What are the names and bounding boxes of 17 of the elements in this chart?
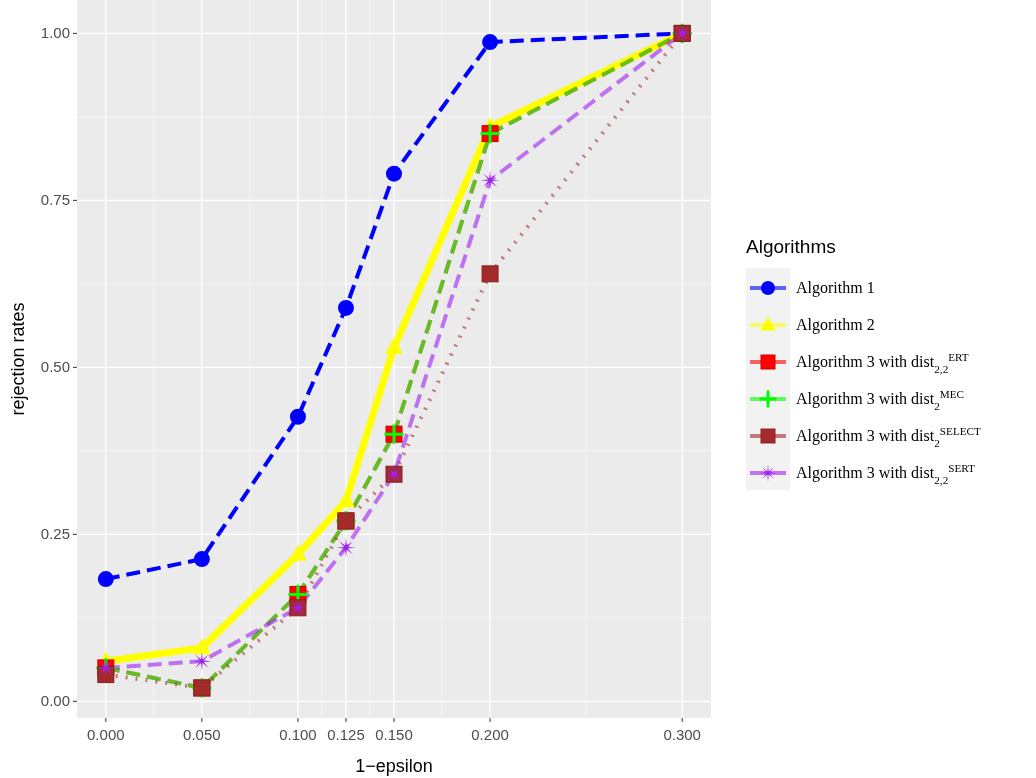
y-tick-label: 1.00 bbox=[40, 24, 70, 42]
x-tick-label: 0.050 bbox=[183, 726, 221, 743]
legend-label: Algorithm 1 bbox=[796, 279, 875, 297]
y-tick-label: 0.75 bbox=[40, 191, 70, 209]
x-tick-label: 0.300 bbox=[663, 726, 701, 743]
x-axis-title: 1−epsilon bbox=[355, 756, 433, 776]
x-tick-label: 0.000 bbox=[87, 726, 125, 743]
y-axis-title: rejection rates bbox=[8, 302, 28, 416]
legend-title: Algorithms bbox=[746, 236, 836, 257]
y-tick-label: 0.00 bbox=[40, 692, 70, 710]
x-tick-label: 0.150 bbox=[375, 726, 413, 743]
y-tick-label: 0.25 bbox=[40, 525, 70, 543]
y-tick-label: 0.50 bbox=[40, 358, 70, 376]
x-tick-label: 0.200 bbox=[471, 726, 509, 743]
x-tick-label: 0.125 bbox=[327, 726, 365, 743]
legend-label: Algorithm 2 bbox=[796, 316, 875, 334]
x-tick-label: 0.100 bbox=[279, 726, 317, 743]
